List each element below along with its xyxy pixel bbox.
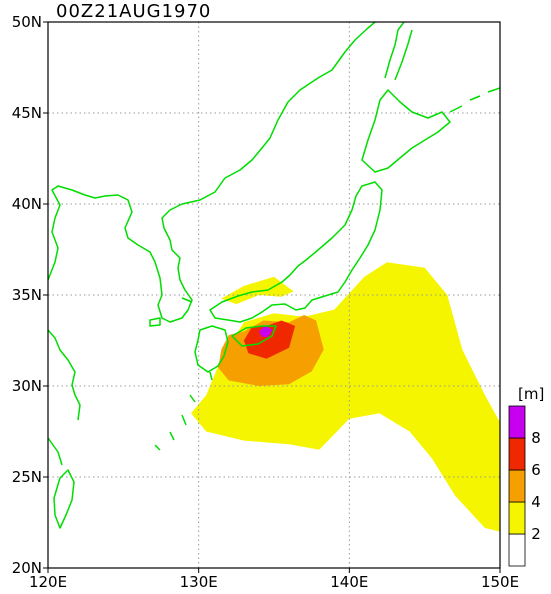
x-tick-label-130: 130E <box>180 573 218 591</box>
wave-region-8-10-m-4 <box>258 325 273 337</box>
x-tick-label-120: 120E <box>29 573 67 591</box>
wave-height-fill-layer <box>191 262 500 532</box>
colorbar-tick-label: 8 <box>531 429 541 447</box>
colorbar-box-6-8 <box>508 437 526 471</box>
y-tick-label-35: 35N <box>12 286 42 304</box>
gridlines <box>48 22 500 568</box>
colorbar-boxes <box>508 405 526 567</box>
plot-area <box>48 22 500 568</box>
colorbar-tick-label: 2 <box>531 525 541 543</box>
x-tick-label-150: 150E <box>481 573 519 591</box>
x-axis: 120E 130E 140E 150E <box>29 568 519 591</box>
kyushu-coastline <box>194 325 229 373</box>
y-tick-label-45: 45N <box>12 104 42 122</box>
coastline-layer <box>48 22 500 529</box>
y-tick-label-40: 40N <box>12 195 42 213</box>
jeju-island <box>149 317 161 327</box>
china-coast-south <box>48 437 63 466</box>
y-tick-label-25: 25N <box>12 468 42 486</box>
y-tick-label-20: 20N <box>12 559 42 577</box>
colorbar-box-0-2 <box>508 533 526 567</box>
sakhalin-coastline <box>384 22 413 81</box>
y-axis: 20N 25N 30N 35N 40N 45N 50N <box>12 13 48 577</box>
mainland-coastline <box>48 22 376 323</box>
colorbar-box-8-10 <box>508 405 526 439</box>
honshu-coastline <box>209 181 383 323</box>
mainland-coastline-west <box>48 329 81 421</box>
wave-region-2-4-m-1 <box>221 276 294 305</box>
map-title: 00Z21AUG1970 <box>56 1 211 22</box>
y-tick-label-30: 30N <box>12 377 42 395</box>
y-tick-label-50: 50N <box>12 13 42 31</box>
colorbar-box-4-6 <box>508 469 526 503</box>
colorbar-tick-label: 4 <box>531 493 541 511</box>
ryukyu-islands <box>154 297 213 451</box>
taiwan-coastline <box>53 469 75 529</box>
colorbar-labels: 2 4 6 8 <box>531 429 541 543</box>
colorbar: [m] 2 4 6 8 <box>508 385 544 567</box>
x-tick-label-140: 140E <box>330 573 368 591</box>
shikoku-coastline <box>231 325 277 347</box>
kuril-coastline <box>449 87 500 113</box>
colorbar-tick-label: 6 <box>531 461 541 479</box>
colorbar-box-2-4 <box>508 501 526 535</box>
wave-region-6-8-m-3 <box>243 320 296 359</box>
hokkaido-coastline <box>361 89 451 173</box>
colorbar-unit-label: [m] <box>518 385 544 403</box>
